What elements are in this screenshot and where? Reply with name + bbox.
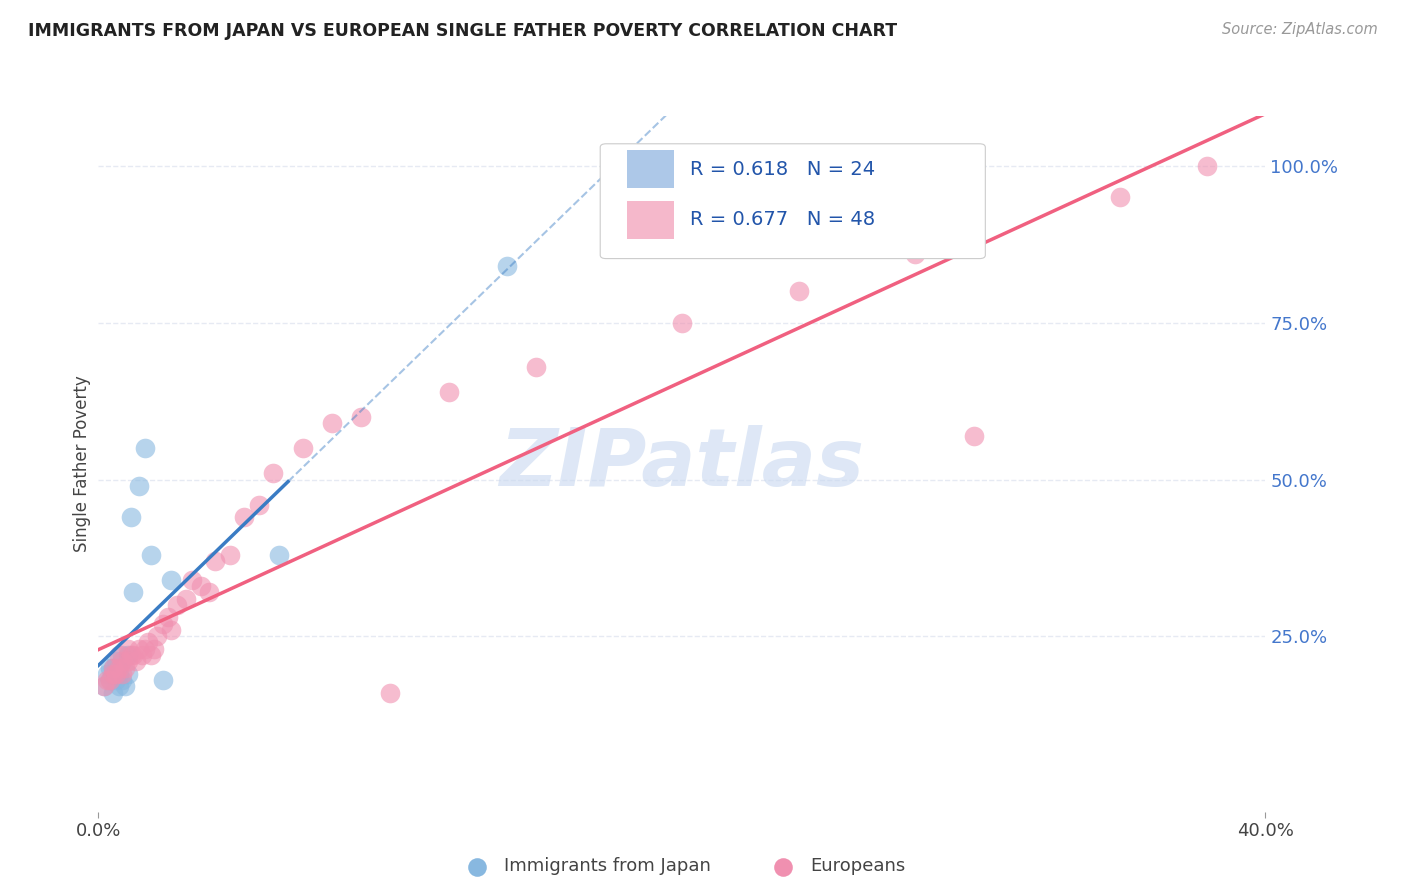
Point bbox=[96, 673, 118, 687]
Point bbox=[117, 666, 139, 681]
Point bbox=[321, 416, 343, 430]
Point bbox=[180, 573, 202, 587]
Text: ZIPatlas: ZIPatlas bbox=[499, 425, 865, 503]
Point bbox=[1195, 159, 1218, 173]
Point bbox=[174, 591, 197, 606]
Point bbox=[122, 648, 145, 662]
Point bbox=[120, 510, 142, 524]
Point bbox=[139, 648, 162, 662]
Point bbox=[108, 648, 131, 662]
Point bbox=[104, 654, 127, 668]
Point bbox=[904, 247, 927, 261]
Point bbox=[108, 660, 131, 674]
Point bbox=[128, 479, 150, 493]
Point bbox=[120, 648, 142, 662]
Point bbox=[101, 685, 124, 699]
Point bbox=[160, 573, 183, 587]
Legend: Immigrants from Japan, Europeans: Immigrants from Japan, Europeans bbox=[451, 850, 912, 883]
Point bbox=[291, 441, 314, 455]
FancyBboxPatch shape bbox=[627, 150, 673, 188]
Point bbox=[108, 679, 131, 693]
Point bbox=[108, 666, 131, 681]
Point bbox=[111, 648, 134, 662]
Point bbox=[152, 673, 174, 687]
Point bbox=[117, 641, 139, 656]
Point bbox=[125, 654, 148, 668]
Point bbox=[101, 660, 124, 674]
Point bbox=[122, 585, 145, 599]
Point bbox=[98, 673, 121, 687]
Point bbox=[98, 673, 121, 687]
Point bbox=[114, 679, 136, 693]
Y-axis label: Single Father Poverty: Single Father Poverty bbox=[73, 376, 91, 552]
Point bbox=[93, 679, 115, 693]
Point bbox=[787, 285, 810, 299]
Point bbox=[962, 428, 984, 442]
Point bbox=[96, 666, 118, 681]
Point bbox=[128, 641, 150, 656]
Point bbox=[131, 648, 153, 662]
Text: IMMIGRANTS FROM JAPAN VS EUROPEAN SINGLE FATHER POVERTY CORRELATION CHART: IMMIGRANTS FROM JAPAN VS EUROPEAN SINGLE… bbox=[28, 22, 897, 40]
Point bbox=[134, 441, 156, 455]
FancyBboxPatch shape bbox=[600, 144, 986, 259]
Point bbox=[204, 554, 226, 568]
Point bbox=[378, 685, 402, 699]
Point bbox=[671, 316, 693, 330]
Point bbox=[350, 409, 373, 424]
Point bbox=[142, 641, 165, 656]
Text: Source: ZipAtlas.com: Source: ZipAtlas.com bbox=[1222, 22, 1378, 37]
Point bbox=[437, 384, 460, 399]
Point bbox=[104, 666, 127, 681]
Point bbox=[269, 548, 291, 562]
Point bbox=[104, 673, 127, 687]
Text: R = 0.677   N = 48: R = 0.677 N = 48 bbox=[690, 211, 875, 229]
Point bbox=[495, 260, 517, 274]
Point bbox=[262, 467, 284, 481]
Point bbox=[198, 585, 221, 599]
Text: R = 0.618   N = 24: R = 0.618 N = 24 bbox=[690, 160, 875, 178]
Point bbox=[98, 660, 121, 674]
Point bbox=[134, 641, 156, 656]
Point bbox=[152, 616, 174, 631]
Point bbox=[524, 359, 547, 374]
Point bbox=[114, 660, 136, 674]
Point bbox=[218, 548, 240, 562]
Point bbox=[146, 629, 169, 643]
Point bbox=[247, 498, 270, 512]
Point bbox=[136, 635, 159, 649]
Point bbox=[111, 673, 134, 687]
Point bbox=[101, 660, 124, 674]
Point bbox=[111, 666, 134, 681]
Point bbox=[233, 510, 256, 524]
Point bbox=[1108, 190, 1130, 204]
FancyBboxPatch shape bbox=[627, 201, 673, 239]
Point bbox=[160, 623, 183, 637]
Point bbox=[93, 679, 115, 693]
Point bbox=[157, 610, 180, 624]
Point bbox=[117, 654, 139, 668]
Point bbox=[101, 666, 124, 681]
Point bbox=[111, 654, 134, 668]
Point bbox=[117, 648, 139, 662]
Point bbox=[166, 598, 188, 612]
Point bbox=[190, 579, 212, 593]
Point bbox=[139, 548, 162, 562]
